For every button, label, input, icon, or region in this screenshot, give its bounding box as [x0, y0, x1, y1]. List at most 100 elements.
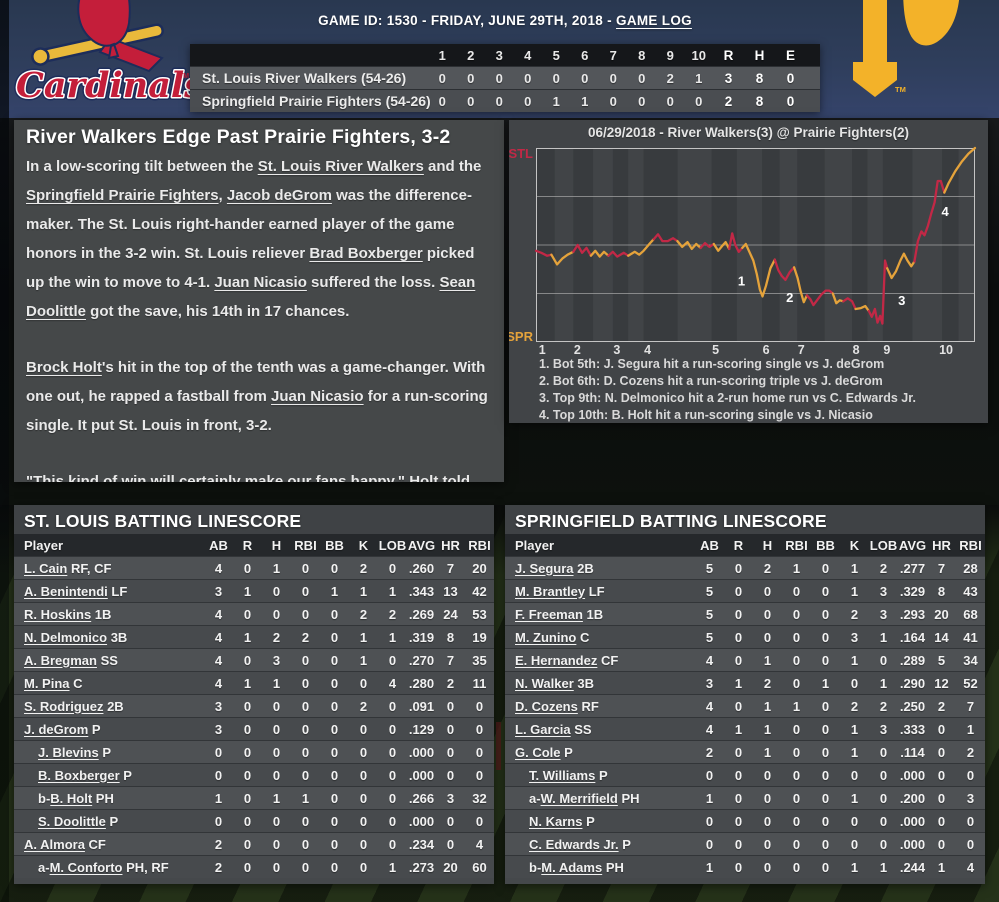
inning-column-header: 3	[495, 47, 503, 63]
batting-table-title: ST. LOUIS BATTING LINESCORE	[14, 505, 494, 534]
event-marker: 4	[942, 204, 950, 219]
player-link[interactable]: R. Hoskins	[24, 606, 92, 622]
win-probability-segment	[741, 242, 776, 298]
article-player-link[interactable]: Juan Nicasio	[271, 388, 364, 405]
stat-value: 60	[472, 859, 487, 875]
player-link[interactable]: W. Merrifield	[540, 790, 618, 806]
stat-value: 0	[763, 606, 772, 622]
stat-value: 1	[243, 629, 252, 645]
article-text: picked up the win to move to 4-1.	[26, 245, 475, 291]
article-paragraph: Brock Holt's hit in the top of the tenth…	[26, 353, 492, 440]
player-link[interactable]: N. Karns	[529, 813, 583, 829]
stat-value: 0	[937, 767, 946, 783]
article-text: for a run-scoring single. It put St. Lou…	[26, 388, 488, 434]
player-link[interactable]: J. deGrom	[24, 721, 89, 737]
event-marker: 1	[738, 274, 745, 289]
stat-value: 0	[821, 744, 830, 760]
x-tick-label: 4	[644, 343, 651, 357]
table-row: a-M. Conforto PH, RF 2 0 0 0 0 0 1.273 20 60	[14, 855, 494, 878]
stat-value: 0	[792, 790, 801, 806]
stat-value: 0	[475, 813, 484, 829]
player-link[interactable]: S. Doolittle	[38, 813, 106, 829]
stat-value: 0	[330, 652, 339, 668]
article-player-link[interactable]: Brad Boxberger	[309, 245, 423, 262]
team-name: Springfield Prairie Fighters (54-26)	[202, 93, 431, 109]
player-link[interactable]: N. Walker	[515, 675, 574, 691]
inning-runs: 0	[467, 70, 475, 86]
player-link[interactable]: B. Holt	[50, 790, 93, 806]
player-position: 1B	[582, 606, 604, 622]
win-probability-segment	[831, 292, 845, 305]
stat-value: 0	[301, 560, 310, 576]
player-cell: M. Zunino C	[505, 630, 695, 645]
player-link[interactable]: A. Almora	[24, 836, 85, 852]
stat-value: 2	[359, 698, 368, 714]
article-player-link[interactable]: St. Louis River Walkers	[257, 158, 424, 175]
article-player-link[interactable]: Jacob deGrom	[226, 187, 332, 204]
batting-header-row: Player AB R H RBI BB K LOB AVG HR RBI	[14, 534, 494, 556]
player-link[interactable]: L. Garcia	[515, 721, 571, 737]
player-link[interactable]: D. Cozens	[515, 698, 578, 714]
win-probability-segment	[550, 250, 575, 266]
column-header: H	[762, 537, 773, 553]
stat-value: 1	[937, 859, 946, 875]
x-tick-label: 5	[712, 343, 719, 357]
x-tick-label: 10	[939, 343, 953, 357]
player-position: 2B	[573, 560, 594, 576]
player-link[interactable]: M. Adams	[541, 859, 603, 875]
player-position: P	[105, 813, 119, 829]
article-player-link[interactable]: Brock Holt	[26, 359, 102, 376]
player-link[interactable]: M. Zunino	[515, 629, 577, 645]
table-row: J. Segura 2B 5 0 2 1 0 1 2 .277 7 28	[505, 556, 985, 579]
article-player-link[interactable]: Sean Doolittle	[26, 274, 476, 320]
article-headline: River Walkers Edge Past Prairie Fighters…	[26, 126, 451, 148]
stat-value: 0	[301, 721, 310, 737]
inning-column-header: 8	[638, 47, 646, 63]
player-link[interactable]: T. Williams	[529, 767, 596, 783]
stat-value: 1	[879, 675, 888, 691]
stat-value: 0	[272, 744, 281, 760]
stat-value: 0	[388, 744, 397, 760]
player-cell: F. Freeman 1B	[505, 607, 695, 622]
stat-value: 0	[792, 629, 801, 645]
stat-value: 0	[330, 767, 339, 783]
article-player-link[interactable]: Springfield Prairie Fighters	[26, 187, 219, 204]
player-link[interactable]: G. Cole	[515, 744, 561, 760]
stat-value: 12	[934, 675, 949, 691]
stat-value: 13	[443, 583, 458, 599]
player-link[interactable]: J. Blevins	[38, 744, 99, 760]
stat-value: 1	[792, 560, 801, 576]
player-link[interactable]: F. Freeman	[515, 606, 583, 622]
table-row: E. Hernandez CF 4 0 1 0 0 1 0 .289 5 34	[505, 648, 985, 671]
player-position: C	[69, 675, 83, 691]
stat-value: 1	[214, 790, 223, 806]
x-tick-label: 3	[613, 343, 620, 357]
player-link[interactable]: M. Brantley	[515, 583, 586, 599]
stat-value: 0	[301, 675, 310, 691]
stat-value: 0	[243, 560, 252, 576]
player-link[interactable]: A. Bregman	[24, 652, 97, 668]
player-link[interactable]: C. Edwards Jr.	[529, 836, 619, 852]
player-link[interactable]: J. Segura	[515, 560, 574, 576]
player-link[interactable]: B. Boxberger	[38, 767, 120, 783]
player-link[interactable]: M. Pina	[24, 675, 70, 691]
stat-value: 1	[850, 583, 859, 599]
stat-value: 0	[446, 698, 455, 714]
article-player-link[interactable]: Juan Nicasio	[214, 274, 307, 291]
player-link[interactable]: E. Hernandez	[515, 652, 598, 668]
stat-value: 3	[966, 790, 975, 806]
player-link[interactable]: M. Conforto	[49, 859, 123, 875]
column-header: LOB	[869, 537, 898, 553]
stat-value: 19	[472, 629, 487, 645]
pirates-p-bowl	[903, 0, 960, 46]
stat-value: 1	[850, 744, 859, 760]
plot-border	[536, 148, 975, 342]
player-link[interactable]: L. Cain	[24, 560, 68, 576]
player-cell: R. Hoskins 1B	[14, 607, 204, 622]
stat-value: 1	[272, 790, 281, 806]
player-link[interactable]: A. Benintendi	[24, 583, 108, 599]
game-log-link[interactable]: GAME LOG	[616, 13, 692, 28]
player-link[interactable]: S. Rodriguez	[24, 698, 104, 714]
player-link[interactable]: N. Delmonico	[24, 629, 108, 645]
stat-value: 0	[966, 767, 975, 783]
